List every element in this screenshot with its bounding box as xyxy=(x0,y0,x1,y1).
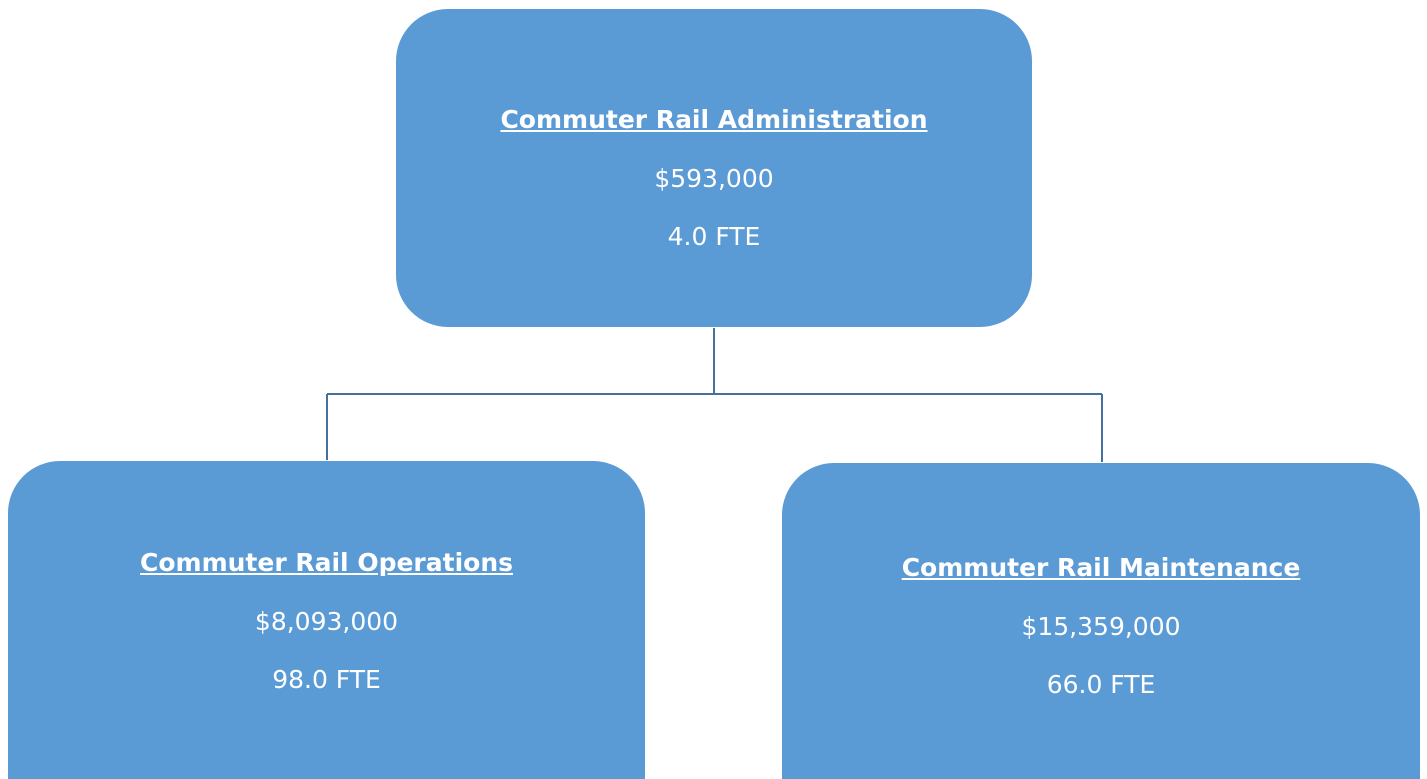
node-title: Commuter Rail Operations xyxy=(140,548,513,577)
node-box: Commuter Rail Administration $593,000 4.… xyxy=(396,9,1032,327)
node-box: Commuter Rail Maintenance $15,359,000 66… xyxy=(782,463,1420,779)
node-fte: 66.0 FTE xyxy=(1046,670,1156,699)
node-fte: 4.0 FTE xyxy=(667,222,761,251)
node-title: Commuter Rail Maintenance xyxy=(901,553,1301,582)
node-budget: $15,359,000 xyxy=(1021,612,1181,641)
node-budget: $593,000 xyxy=(654,164,774,193)
node-box: Commuter Rail Operations $8,093,000 98.0… xyxy=(8,461,645,779)
node-title: Commuter Rail Administration xyxy=(500,105,928,134)
node-fte: 98.0 FTE xyxy=(272,665,381,694)
node-budget: $8,093,000 xyxy=(254,607,399,636)
